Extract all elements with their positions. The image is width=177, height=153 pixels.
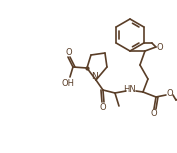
Text: O: O: [100, 103, 106, 112]
Text: O: O: [151, 110, 157, 119]
Text: N: N: [92, 71, 98, 80]
Text: O: O: [66, 47, 72, 56]
Text: HN: HN: [124, 86, 136, 95]
Text: O: O: [157, 43, 163, 52]
Text: OH: OH: [61, 78, 75, 88]
Text: O: O: [167, 90, 173, 99]
